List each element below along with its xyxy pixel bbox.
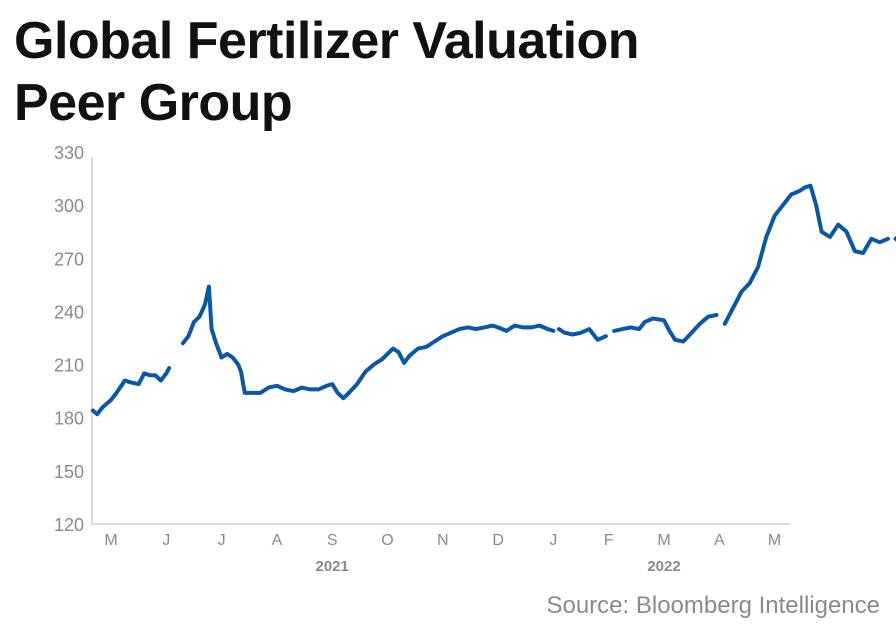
series-line-segment — [556, 327, 608, 342]
y-tick-label: 270 — [54, 249, 84, 269]
x-tick-label: M — [104, 532, 117, 549]
last-value-tag — [892, 235, 896, 242]
y-tick-label: 120 — [54, 515, 84, 535]
year-label: 2021 — [316, 558, 349, 575]
source-note: Source: Bloomberg Intelligence — [546, 592, 880, 619]
y-tick-label: 150 — [54, 462, 84, 482]
x-tick-label: J — [218, 532, 226, 549]
series-line-segment — [180, 284, 556, 401]
y-tick-label: 330 — [54, 143, 84, 163]
series-line-segment — [90, 366, 172, 417]
x-tick-label: D — [492, 532, 504, 549]
x-tick-label: S — [327, 532, 338, 549]
chart-title: Global Fertilizer Valuation Peer Group — [14, 10, 814, 134]
y-tick-label: 240 — [54, 302, 84, 322]
x-tick-label: O — [381, 532, 393, 549]
chart-title-line-1: Global Fertilizer Valuation — [14, 12, 640, 70]
x-tick-label: A — [714, 532, 725, 549]
series-line-segment — [612, 313, 719, 344]
x-tick-label: M — [657, 532, 670, 549]
year-label: 2022 — [647, 558, 680, 575]
series-line-segment — [722, 183, 890, 326]
x-tick-label: J — [162, 532, 170, 549]
x-tick-label: F — [604, 532, 614, 549]
y-tick-label: 210 — [54, 356, 84, 376]
x-tick-label: J — [549, 532, 557, 549]
x-tick-label: M — [768, 532, 781, 549]
y-tick-label: 180 — [54, 409, 84, 429]
y-tick-label: 300 — [54, 196, 84, 216]
x-tick-label: A — [272, 532, 283, 549]
chart-title-line-2: Peer Group — [14, 74, 293, 132]
x-tick-label: N — [437, 532, 449, 549]
